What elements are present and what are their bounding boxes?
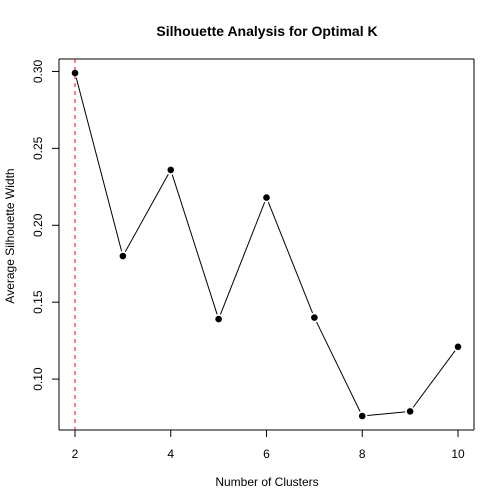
data-point: [215, 316, 222, 323]
chart-title: Silhouette Analysis for Optimal K: [156, 23, 377, 39]
series-line-segment: [268, 202, 312, 313]
x-tick-label: 2: [72, 447, 79, 461]
data-point: [311, 314, 318, 321]
y-tick-label: 0.15: [31, 290, 45, 314]
x-tick-label: 6: [263, 447, 270, 461]
y-tick-label: 0.20: [31, 213, 45, 237]
series-line-segment: [76, 78, 121, 251]
data-point: [120, 253, 127, 260]
x-axis-label: Number of Clusters: [215, 475, 318, 489]
y-axis-label: Average Silhouette Width: [3, 168, 17, 303]
series-line-segment: [220, 202, 264, 314]
y-tick-label: 0.25: [31, 136, 45, 160]
y-tick-label: 0.10: [31, 367, 45, 391]
y-tick-label: 0.30: [31, 59, 45, 83]
axes-group: 2 4 6 8 10 0.10 0.15 0.20 0.25 0.30: [31, 59, 474, 461]
data-point: [263, 194, 270, 201]
data-point: [359, 413, 366, 420]
data-point: [72, 70, 79, 77]
series-line-segment: [125, 174, 168, 251]
series-group: [72, 70, 462, 420]
data-point: [167, 167, 174, 174]
series-line-segment: [367, 412, 405, 416]
data-point: [407, 408, 414, 415]
x-tick-label: 10: [451, 447, 465, 461]
x-tick-label: 4: [167, 447, 174, 461]
series-line-segment: [172, 175, 217, 315]
data-point: [455, 343, 462, 350]
series-line-segment: [317, 322, 361, 411]
x-tick-label: 8: [359, 447, 366, 461]
series-line-segment: [413, 351, 455, 408]
